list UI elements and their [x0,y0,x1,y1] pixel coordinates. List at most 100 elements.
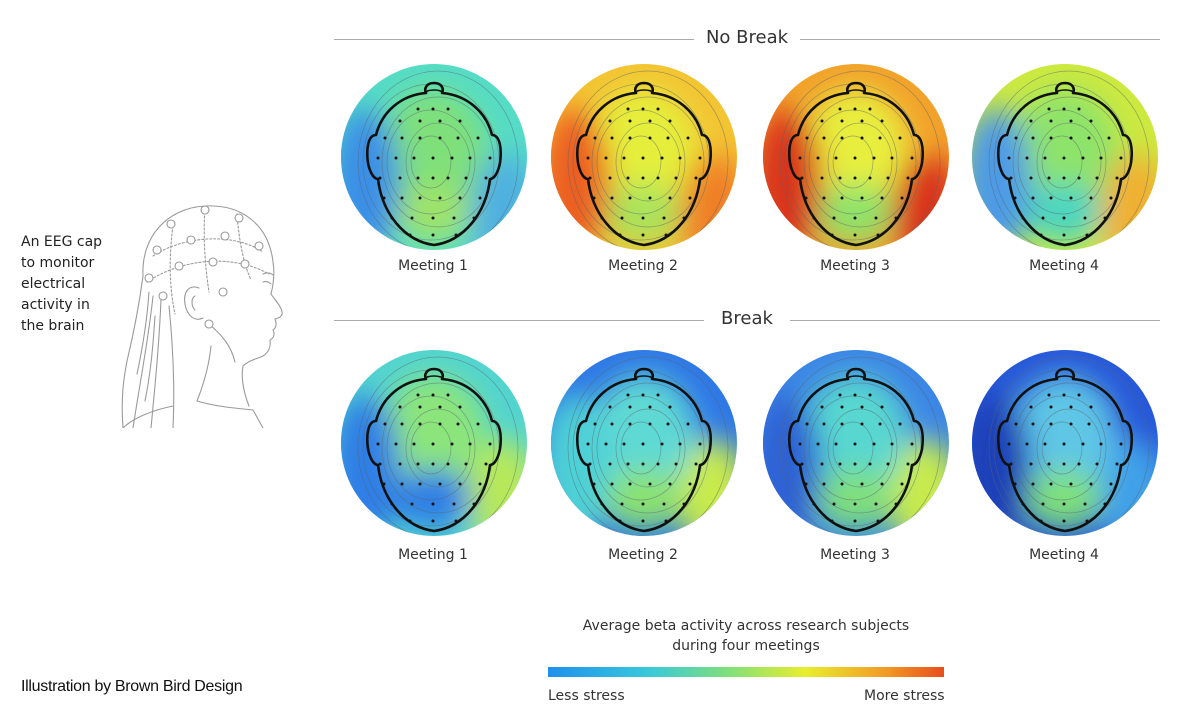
head-outline-icon [996,81,1134,247]
electrode-dot [656,393,660,397]
electrode-dot [376,156,380,160]
electrode-dot [390,502,394,506]
contour-line [779,70,941,250]
electrode-dot [878,422,882,426]
contour-line [988,356,1150,536]
electrode-dot [805,422,809,426]
electrode-dot [1041,502,1045,506]
electrode-dot [1089,482,1093,486]
head-outline-icon [365,81,503,247]
electrode-dot [1115,176,1119,180]
caption-line: activity in [21,297,90,313]
divider-line [334,320,704,321]
contour-line [988,70,1150,250]
electrode-dot [838,393,842,397]
electrode-dot [628,136,632,140]
electrode-dot [805,136,809,140]
section-title: No Break [695,27,799,48]
caption-line: An EEG cap [21,234,103,250]
contour-line [410,421,452,475]
electrode-dot [686,422,690,426]
electrode-dot [472,216,476,220]
electrode-dot [610,482,614,486]
caption-line: the brain [21,318,85,334]
electrode-dot [592,196,596,200]
electrode-dot [418,119,422,123]
electrode-dot [656,107,660,111]
nose-icon [423,89,445,94]
electrode-dot [446,176,450,180]
electrode-dot [593,422,597,426]
electrode-dot [592,482,596,486]
electrode-dot [1021,502,1025,506]
electrode-dot [1043,442,1047,446]
electrode-dot [860,482,864,486]
electrode-dot [1062,519,1066,523]
electrode-dot [1047,393,1051,397]
electrode-dot [431,462,435,466]
electrode-dot [804,482,808,486]
electrode-dot [1095,176,1099,180]
electrode-dot [820,176,824,180]
electrode-dot [648,482,652,486]
electrode-dot [1009,176,1013,180]
electrode-dot [860,136,864,140]
electrode-dot [478,196,482,200]
electrode-dot [686,136,690,140]
electrode-dot [626,176,630,180]
electrode-dot [1107,422,1111,426]
electrode-dot [618,233,622,237]
contour-line [832,421,874,475]
electrode-dot [1039,519,1043,523]
electrode-dot [666,136,670,140]
electrode-dot [431,442,435,446]
electrode-dot [604,156,608,160]
contour-line [381,382,495,514]
electrode-dot [798,442,802,446]
legend-high-label: More stress [864,688,945,704]
electrode-dot [1029,119,1033,123]
electrode-dot [476,136,480,140]
electrode-dot [488,442,492,446]
electrode-dot [431,233,435,237]
electrode-dot [800,462,804,466]
electrode-dot [382,196,386,200]
electrode-dot [648,136,652,140]
electrode-dot [1029,462,1033,466]
electrode-dot [656,462,660,466]
activity-blob [393,183,473,243]
electrode-dot [1029,176,1033,180]
electrode-dot [398,405,402,409]
electrode-dot [900,482,904,486]
electrode-dot [400,482,404,486]
electrode-dot [880,119,884,123]
electrode-dot [383,136,387,140]
electrode-dot [604,442,608,446]
electrode-dot [674,462,678,466]
electrode-dot [694,176,698,180]
electrode-dot [880,405,884,409]
electrode-dot [446,107,450,111]
electrode-dot [1062,176,1066,180]
contour-line [410,135,452,189]
electrode-dot [668,119,672,123]
electrode-dot [456,422,460,426]
electrode-dot [1049,196,1053,200]
electrode-dot [860,405,864,409]
electrode-dot [418,196,422,200]
contour-line [1041,421,1083,475]
electrode-dot [1095,462,1099,466]
electrode-dot [588,176,592,180]
contour-line [405,408,471,488]
contour-line [591,382,705,514]
electrode-dot [438,196,442,200]
electrode-dot [464,462,468,466]
electrode-dot [668,482,672,486]
electrode-dot [454,519,458,523]
electrode-dot [416,462,420,466]
electrode-dot [416,393,420,397]
divider-line [800,39,1160,40]
meeting-label: Meeting 3 [820,258,890,274]
electrode-dot [484,176,488,180]
electrode-dot [682,216,686,220]
